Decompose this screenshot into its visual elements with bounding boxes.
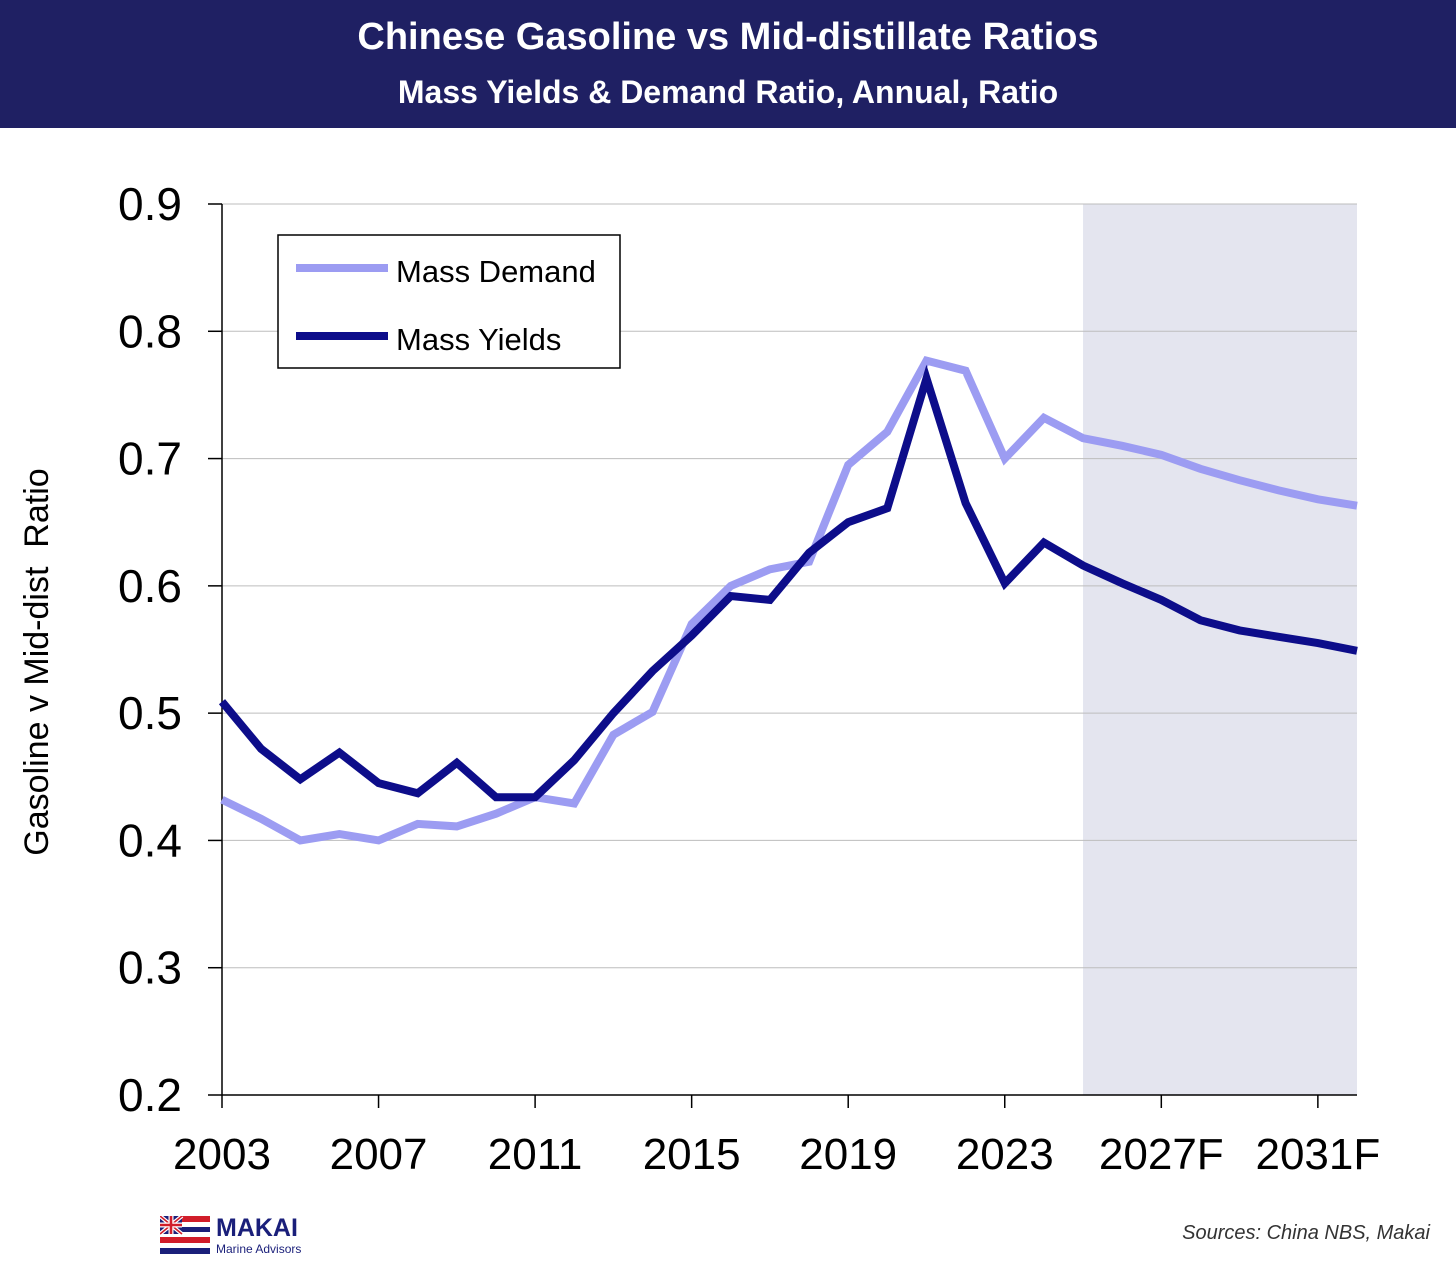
x-tick-label: 2011 [488,1130,583,1179]
series-lines [218,355,1358,845]
y-tick-label: 0.8 [118,305,182,357]
y-tick-label: 0.7 [118,433,182,485]
legend-box [277,234,621,369]
y-tick-label: 0.3 [118,942,182,994]
y-tick-label: 0.5 [118,687,182,739]
y-tick-labels: 0.2 0.3 0.4 0.5 0.6 0.7 0.8 0.9 [118,178,182,1121]
series-line-mass-demand [220,355,1358,845]
y-tick-label: 0.4 [118,814,182,866]
y-axis-label: Gasoline v Mid-dist Ratio [18,468,56,855]
legend-label-mass-yields: Mass Yields [396,322,561,357]
x-tick-label: 2023 [956,1130,1054,1179]
chart-header: Chinese Gasoline vs Mid-distillate Ratio… [0,0,1456,128]
makai-logo: MAKAI Marine Advisors [158,1214,301,1256]
logo-subtitle: Marine Advisors [216,1242,302,1256]
y-tick-label: 0.6 [118,560,182,612]
x-tick-label: 2015 [643,1130,741,1179]
chart-subtitle: Mass Yields & Demand Ratio, Annual, Rati… [397,74,1059,110]
y-tick-label: 0.9 [118,178,182,230]
axes [208,203,1357,1108]
logo-name: MAKAI [216,1214,298,1242]
x-tick-label: 2019 [799,1130,897,1179]
chart-title: Chinese Gasoline vs Mid-distillate Ratio… [357,16,1099,58]
legend: Mass Demand Mass Yields [277,234,621,369]
x-tick-label: 2027F [1099,1130,1224,1179]
x-tick-labels: 2003 2007 2011 2015 2019 2023 2027F 2031F [173,1130,1380,1179]
y-tick-label: 0.2 [118,1069,182,1121]
forecast-shading [1083,204,1357,1095]
x-tick-label: 2031F [1255,1130,1380,1179]
x-tick-label: 2003 [173,1130,271,1179]
series-line-mass-yields [218,364,1358,802]
x-tick-label: 2007 [330,1130,428,1179]
line-chart: 0.2 0.3 0.4 0.5 0.6 0.7 0.8 0.9 2003 2007 2011 201… [18,178,1380,1179]
legend-label-mass-demand: Mass Demand [396,254,596,289]
source-note: Sources: China NBS, Makai [1182,1222,1430,1244]
flag-icon [158,1214,210,1254]
